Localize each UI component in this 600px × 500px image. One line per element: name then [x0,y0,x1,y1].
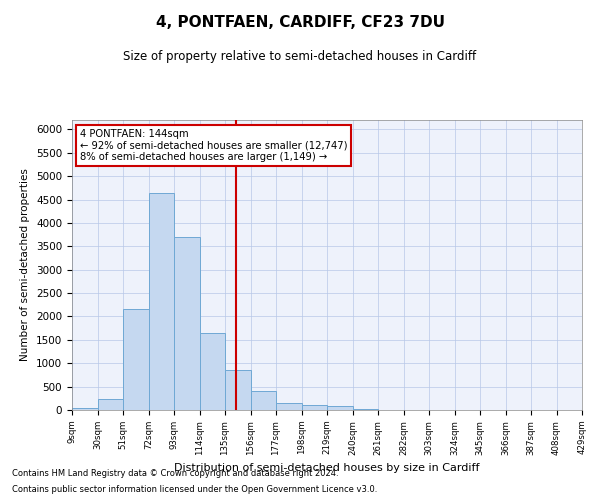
Bar [276,402,302,410]
Text: Contains HM Land Registry data © Crown copyright and database right 2024.: Contains HM Land Registry data © Crown c… [12,468,338,477]
Bar [123,310,149,410]
Bar [97,399,123,410]
Bar [225,370,251,410]
Bar [72,408,97,410]
X-axis label: Distribution of semi-detached houses by size in Cardiff: Distribution of semi-detached houses by … [174,463,480,473]
Text: Size of property relative to semi-detached houses in Cardiff: Size of property relative to semi-detach… [124,50,476,63]
Bar [199,333,225,410]
Bar [149,192,174,410]
Bar [302,406,327,410]
Text: 4 PONTFAEN: 144sqm
← 92% of semi-detached houses are smaller (12,747)
8% of semi: 4 PONTFAEN: 144sqm ← 92% of semi-detache… [80,128,347,162]
Bar [327,406,353,410]
Bar [174,237,199,410]
Y-axis label: Number of semi-detached properties: Number of semi-detached properties [20,168,31,362]
Text: 4, PONTFAEN, CARDIFF, CF23 7DU: 4, PONTFAEN, CARDIFF, CF23 7DU [155,15,445,30]
Bar [251,392,276,410]
Text: Contains public sector information licensed under the Open Government Licence v3: Contains public sector information licen… [12,485,377,494]
Bar [353,408,378,410]
